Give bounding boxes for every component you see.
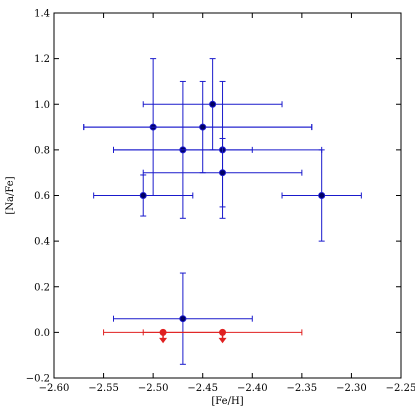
x-tick-label: −2.45 bbox=[187, 383, 218, 394]
data-point bbox=[199, 123, 207, 131]
marks bbox=[83, 58, 362, 365]
upper-limit-arrowhead bbox=[218, 337, 227, 344]
y-axis-label: [Na/Fe] bbox=[5, 176, 16, 214]
ticks: −2.60 −2.55 −2.50 −2.45 −2.40 −2.35 −2.30 −2.25… bbox=[26, 9, 415, 395]
x-tick-label: −2.30 bbox=[336, 383, 367, 394]
x-tick-label: −2.25 bbox=[386, 383, 415, 394]
y-tick-label: 0.2 bbox=[34, 282, 50, 293]
x-tick-label: −2.60 bbox=[39, 383, 70, 394]
data-point bbox=[219, 169, 227, 177]
x-tick-label: −2.35 bbox=[287, 383, 318, 394]
y-tick-label: 1.2 bbox=[34, 54, 50, 65]
y-tick-label: 1.4 bbox=[34, 9, 50, 20]
y-tick-label: −0.2 bbox=[26, 374, 50, 385]
x-axis-label: [Fe/H] bbox=[211, 396, 243, 407]
y-tick-label: 0.8 bbox=[34, 145, 50, 156]
x-tick-label: −2.40 bbox=[237, 383, 268, 394]
data-point bbox=[139, 192, 147, 199]
x-tick-label: −2.50 bbox=[138, 383, 169, 394]
y-tick-label: 0.6 bbox=[34, 191, 50, 202]
y-tick-label: 0.0 bbox=[34, 328, 50, 339]
data-point bbox=[179, 315, 187, 323]
data-point bbox=[318, 192, 326, 199]
data-point bbox=[219, 328, 227, 336]
data-point bbox=[209, 100, 217, 108]
y-tick-label: 1.0 bbox=[34, 100, 50, 111]
y-tick-label: 0.4 bbox=[34, 237, 50, 248]
upper-limit-arrowhead bbox=[159, 337, 168, 344]
x-tick-label: −2.55 bbox=[88, 383, 119, 394]
